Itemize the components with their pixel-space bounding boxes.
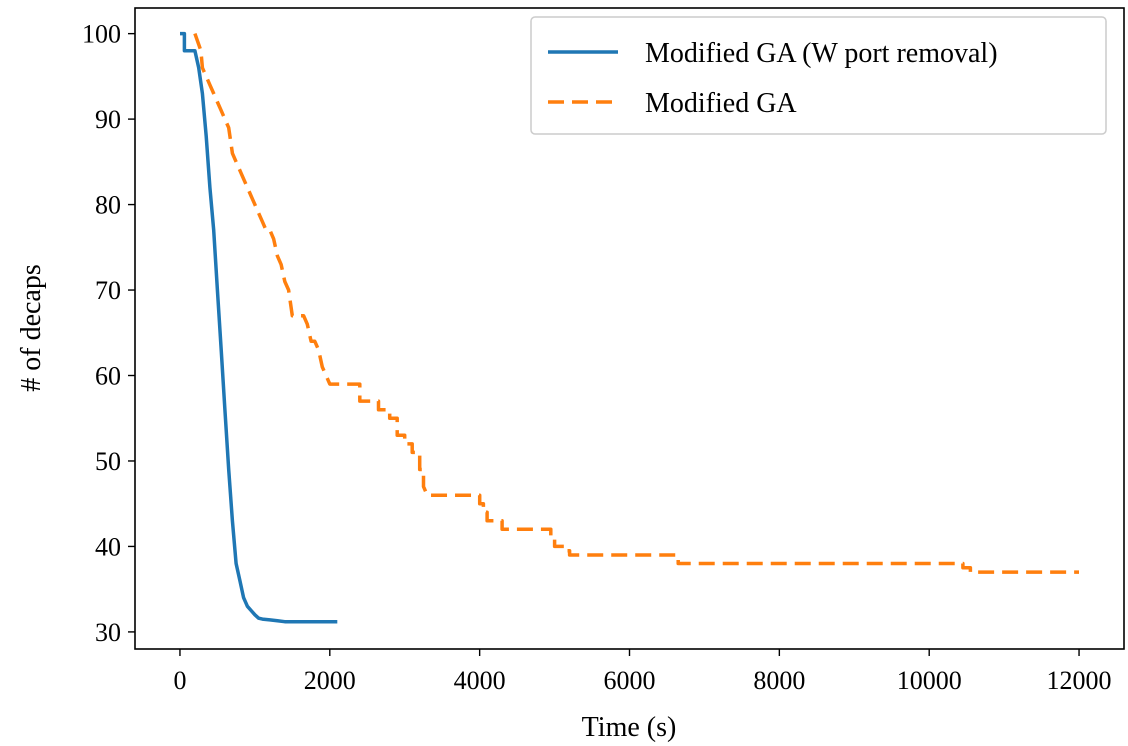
y-tick-label: 70: [95, 276, 121, 305]
y-tick-label: 40: [95, 532, 121, 561]
y-tick-label: 30: [95, 618, 121, 647]
legend-label: Modified GA (W port removal): [645, 38, 998, 69]
x-axis-label: Time (s): [582, 712, 677, 743]
x-tick-label: 0: [173, 666, 186, 695]
series-layer: [180, 31, 1079, 624]
x-tick-label: 12000: [1047, 666, 1112, 695]
y-axis-label: # of decaps: [16, 264, 47, 392]
legend-label: Modified GA: [645, 88, 797, 119]
y-tick-label: 50: [95, 447, 121, 476]
y-tick-label: 100: [82, 20, 121, 49]
x-tick-label: 6000: [604, 666, 656, 695]
x-tick-label: 10000: [897, 666, 962, 695]
y-tick-label: 90: [95, 105, 121, 134]
series-line-2: [193, 33, 1079, 574]
x-tick-label: 8000: [753, 666, 805, 695]
x-tick-label: 4000: [454, 666, 506, 695]
legend-box: [530, 16, 1107, 135]
legend: Modified GA (W port removal) Modified GA: [530, 16, 1107, 135]
y-tick-label: 60: [95, 362, 121, 391]
x-tick-label: 2000: [304, 666, 356, 695]
y-axis-ticks: 30 40 50 60 70 80 90 100: [82, 20, 135, 647]
series-line-1: [180, 31, 338, 624]
y-tick-label: 80: [95, 191, 121, 220]
x-axis-ticks: 0 2000 4000 6000 8000 10000 12000: [173, 649, 1112, 695]
